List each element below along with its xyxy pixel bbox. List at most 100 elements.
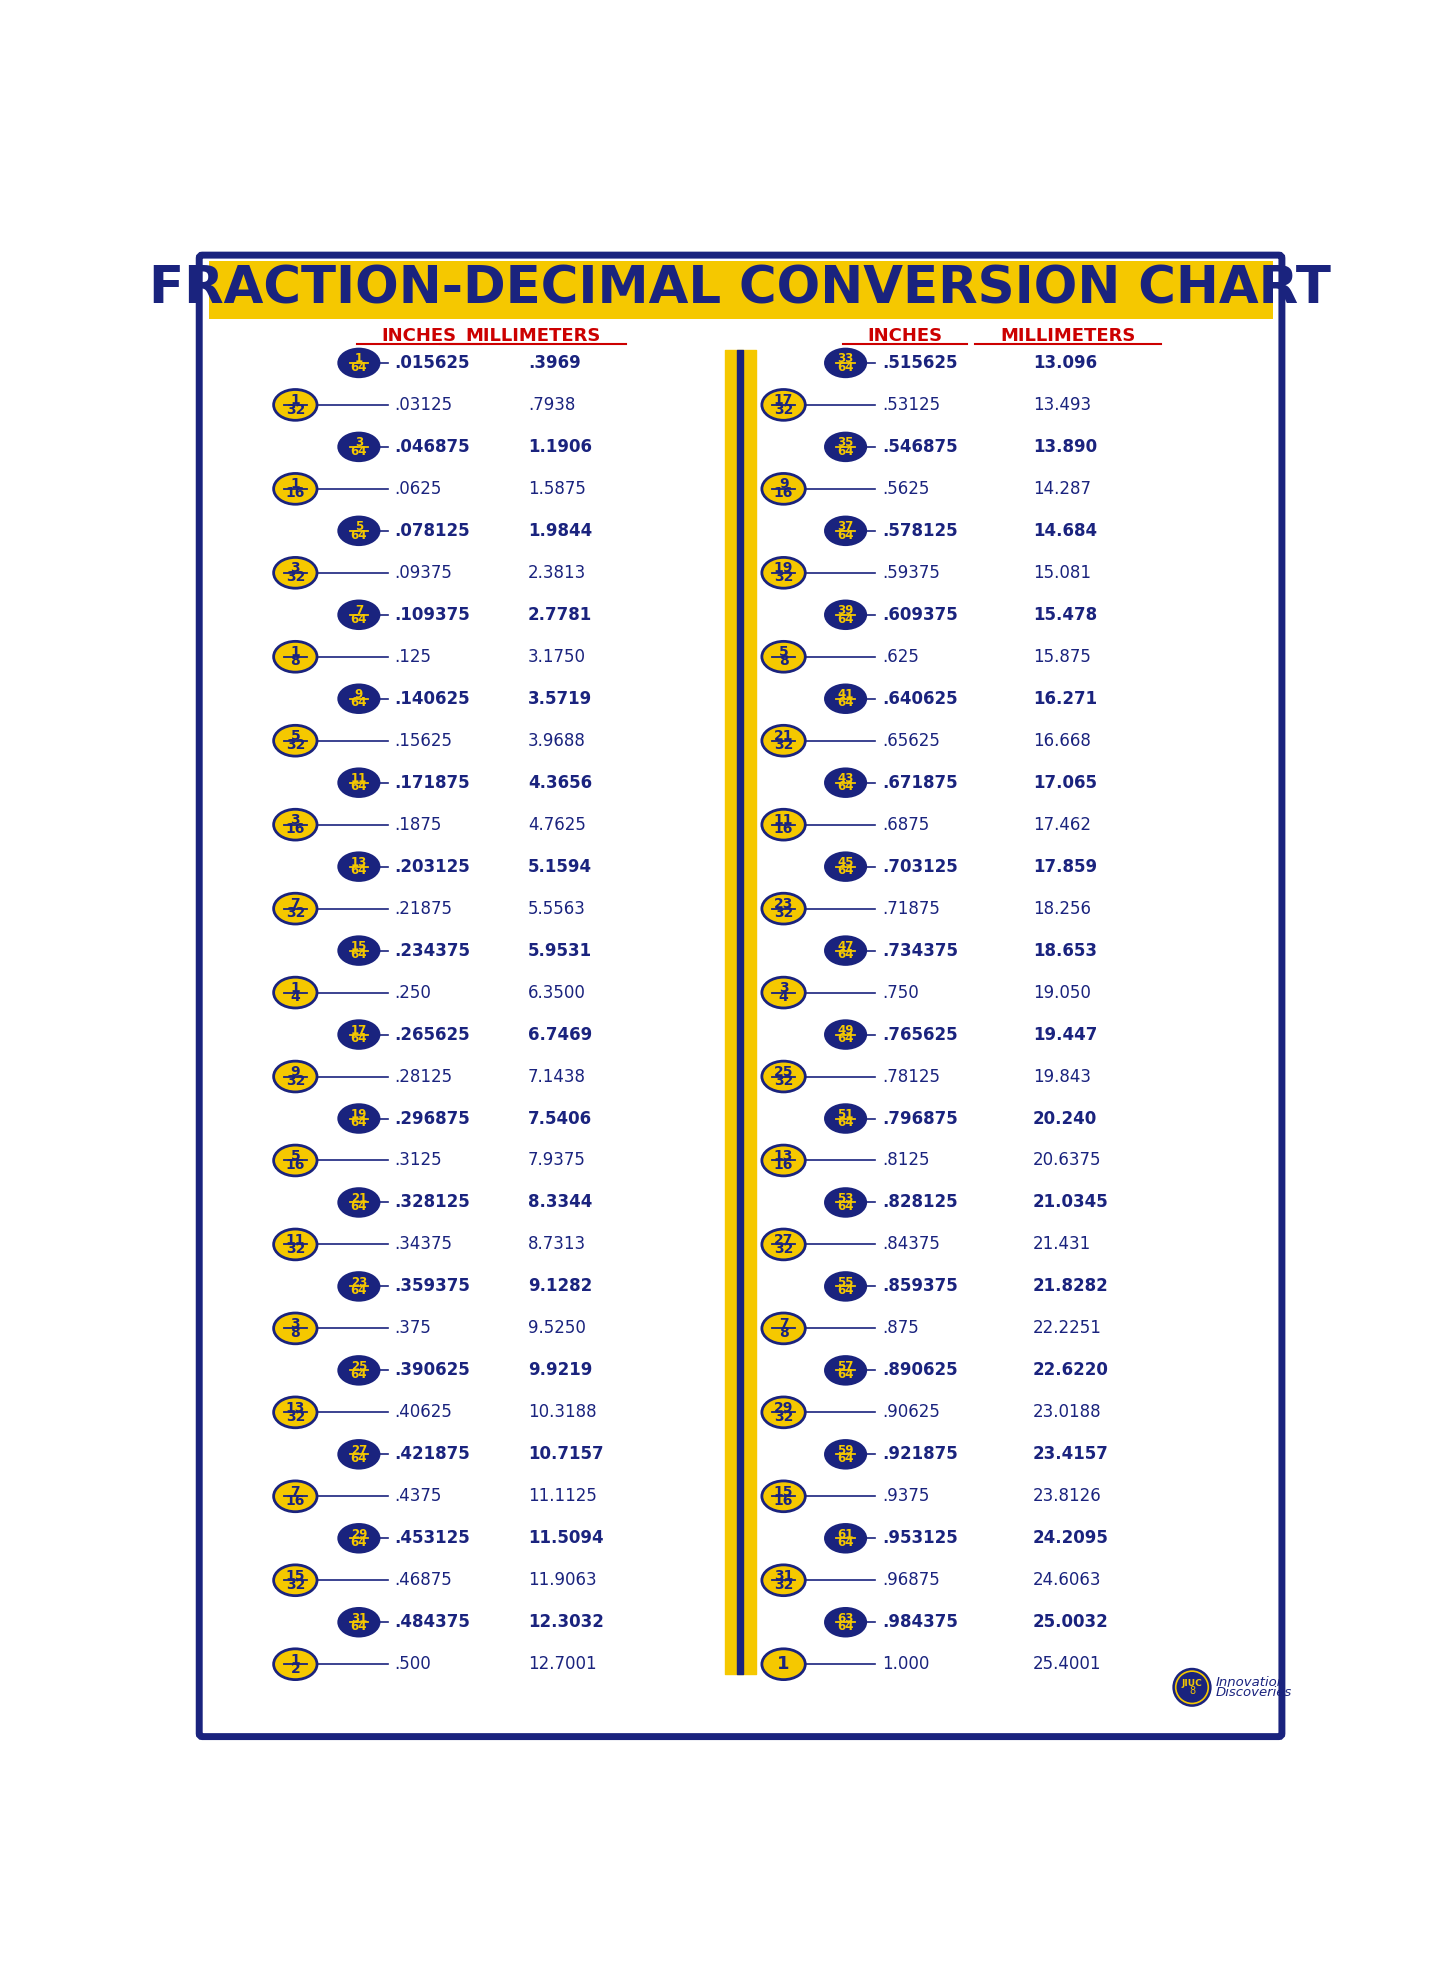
Text: .484375: .484375 xyxy=(393,1613,470,1631)
Text: .28125: .28125 xyxy=(393,1067,452,1085)
Ellipse shape xyxy=(762,978,805,1008)
Text: 25.4001: 25.4001 xyxy=(1033,1655,1101,1672)
Text: 51: 51 xyxy=(838,1108,854,1120)
Text: 1: 1 xyxy=(290,477,301,491)
Text: 32: 32 xyxy=(286,907,305,921)
Text: 7: 7 xyxy=(779,1317,789,1331)
Text: 32: 32 xyxy=(775,1578,793,1591)
Text: 64: 64 xyxy=(837,528,854,542)
Text: .250: .250 xyxy=(393,984,431,1002)
Text: 8.3344: 8.3344 xyxy=(527,1193,592,1211)
Text: 20.240: 20.240 xyxy=(1033,1110,1097,1128)
Text: 14.684: 14.684 xyxy=(1033,523,1097,540)
Text: 3.9688: 3.9688 xyxy=(527,732,585,749)
Ellipse shape xyxy=(338,852,379,881)
Text: 7: 7 xyxy=(355,603,363,617)
Text: 32: 32 xyxy=(775,1410,793,1424)
Text: 32: 32 xyxy=(286,1075,305,1089)
Text: 49: 49 xyxy=(837,1023,854,1037)
Ellipse shape xyxy=(338,517,379,544)
Ellipse shape xyxy=(825,1440,866,1469)
Text: 19.843: 19.843 xyxy=(1033,1067,1091,1085)
Text: 64: 64 xyxy=(351,361,367,373)
Ellipse shape xyxy=(273,641,316,672)
Text: 4: 4 xyxy=(779,990,789,1004)
Text: 1: 1 xyxy=(290,645,301,659)
Text: Innovation: Innovation xyxy=(1215,1676,1286,1690)
Text: 2.3813: 2.3813 xyxy=(527,564,587,582)
Text: 32: 32 xyxy=(286,1242,305,1256)
Text: 64: 64 xyxy=(837,1451,854,1465)
Ellipse shape xyxy=(762,1061,805,1092)
Text: 8: 8 xyxy=(779,1325,789,1341)
Text: 21: 21 xyxy=(775,730,793,743)
Text: 8: 8 xyxy=(290,655,301,669)
Text: 6.7469: 6.7469 xyxy=(527,1025,592,1043)
Text: 9.9219: 9.9219 xyxy=(527,1361,592,1378)
Ellipse shape xyxy=(338,1357,379,1384)
Ellipse shape xyxy=(338,937,379,964)
Text: 64: 64 xyxy=(837,781,854,793)
Text: 32: 32 xyxy=(775,1075,793,1089)
Text: 7: 7 xyxy=(290,897,301,911)
Text: 1: 1 xyxy=(290,980,301,996)
Ellipse shape xyxy=(762,1146,805,1175)
Text: 32: 32 xyxy=(286,738,305,753)
Text: 64: 64 xyxy=(837,444,854,458)
Text: 3: 3 xyxy=(779,980,789,996)
Text: 19: 19 xyxy=(775,562,793,576)
Text: 47: 47 xyxy=(838,941,854,952)
Ellipse shape xyxy=(273,558,316,588)
Text: 23: 23 xyxy=(775,897,793,911)
Ellipse shape xyxy=(762,1566,805,1595)
Text: 64: 64 xyxy=(351,1369,367,1380)
Text: 23.8126: 23.8126 xyxy=(1033,1487,1103,1505)
Text: .1875: .1875 xyxy=(393,816,441,834)
Text: 32: 32 xyxy=(775,402,793,416)
FancyBboxPatch shape xyxy=(199,254,1282,1737)
Ellipse shape xyxy=(273,473,316,505)
Text: .859375: .859375 xyxy=(881,1278,958,1296)
Text: 64: 64 xyxy=(837,949,854,960)
Text: 5: 5 xyxy=(355,521,363,532)
Ellipse shape xyxy=(762,390,805,420)
Text: 16.668: 16.668 xyxy=(1033,732,1091,749)
Text: 64: 64 xyxy=(351,1536,367,1550)
Text: .390625: .390625 xyxy=(393,1361,470,1378)
Ellipse shape xyxy=(825,1609,866,1637)
Text: 7.9375: 7.9375 xyxy=(527,1152,585,1169)
Text: 11.9063: 11.9063 xyxy=(527,1572,597,1589)
Text: 8: 8 xyxy=(1189,1686,1195,1696)
Text: 5: 5 xyxy=(779,645,789,659)
Text: 19.050: 19.050 xyxy=(1033,984,1091,1002)
Ellipse shape xyxy=(762,1481,805,1513)
Text: .375: .375 xyxy=(393,1319,431,1337)
Text: 32: 32 xyxy=(775,1242,793,1256)
Text: .875: .875 xyxy=(881,1319,919,1337)
Text: 2.7781: 2.7781 xyxy=(527,605,592,623)
Text: .453125: .453125 xyxy=(393,1530,470,1548)
Text: 31: 31 xyxy=(775,1568,793,1584)
Text: 17.065: 17.065 xyxy=(1033,773,1097,791)
Text: 25: 25 xyxy=(775,1065,793,1079)
Ellipse shape xyxy=(273,1061,316,1092)
Text: MILLIMETERS: MILLIMETERS xyxy=(1000,327,1136,345)
Ellipse shape xyxy=(338,434,379,461)
Ellipse shape xyxy=(762,473,805,505)
Text: 16: 16 xyxy=(775,487,793,501)
Ellipse shape xyxy=(825,1524,866,1552)
Text: 24.2095: 24.2095 xyxy=(1033,1530,1108,1548)
Text: 16: 16 xyxy=(775,822,793,836)
Text: 59: 59 xyxy=(837,1444,854,1457)
Text: 64: 64 xyxy=(351,528,367,542)
Text: .328125: .328125 xyxy=(393,1193,470,1211)
Ellipse shape xyxy=(825,517,866,544)
Text: .609375: .609375 xyxy=(881,605,958,623)
Text: 13: 13 xyxy=(351,856,367,870)
Text: .234375: .234375 xyxy=(393,941,470,960)
Text: 4: 4 xyxy=(290,990,301,1004)
Text: 14.287: 14.287 xyxy=(1033,479,1091,497)
Ellipse shape xyxy=(825,769,866,797)
Circle shape xyxy=(1173,1668,1211,1706)
Text: 5.9531: 5.9531 xyxy=(527,941,592,960)
